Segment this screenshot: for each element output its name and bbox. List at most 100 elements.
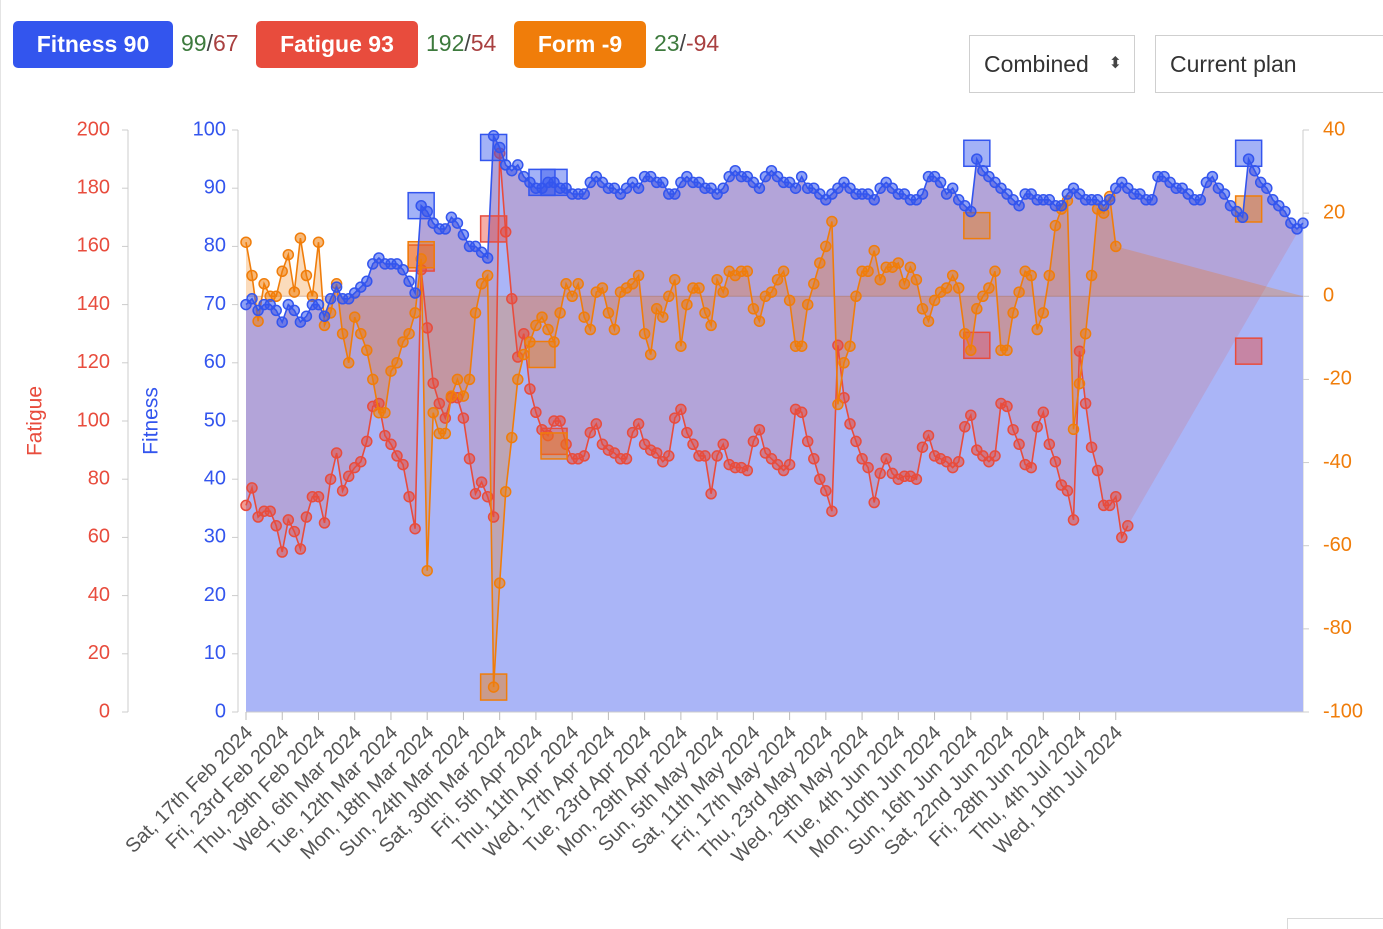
fatigue-point (391, 450, 403, 462)
fitness-point (916, 188, 929, 200)
fatigue-point (1061, 485, 1074, 497)
fitness-point (300, 310, 313, 322)
form-point (657, 311, 669, 323)
fatigue-point (554, 415, 566, 427)
fatigue-point (747, 435, 760, 448)
form-point (336, 327, 349, 340)
form-point (530, 319, 542, 332)
form-point (427, 406, 439, 419)
fatigue-badge: Fatigue 93 (256, 21, 418, 68)
fatigue-range: 192/54 (426, 30, 497, 56)
fatigue-point (650, 447, 663, 459)
fatigue-point (342, 470, 355, 483)
fatigue-point (820, 485, 832, 497)
form-tick-label: -20 (1323, 368, 1352, 390)
fitness-point (312, 298, 325, 311)
form-point (481, 269, 494, 282)
fitness-point (795, 170, 808, 183)
fatigue-point (741, 464, 754, 477)
fitness-point (451, 217, 464, 229)
form-point (385, 365, 397, 377)
fatigue-point (880, 453, 892, 465)
chevron-updown-icon: ⬍ (1108, 55, 1122, 72)
form-point (711, 273, 723, 286)
fitness-point (421, 205, 433, 218)
fitness-point (439, 223, 452, 235)
fatigue-point (584, 426, 597, 439)
form-point (850, 290, 862, 303)
fatigue-point (1067, 514, 1080, 526)
fatigue-point (844, 418, 856, 430)
fitness-point (288, 304, 301, 317)
form-point (922, 315, 935, 327)
fitness-range: 99/67 (181, 30, 239, 56)
form-point (663, 290, 675, 303)
fatigue-point (826, 505, 838, 517)
fatigue-area (246, 135, 1303, 553)
fitness-point (1206, 170, 1219, 183)
fitness-point (965, 205, 977, 218)
fitness-point (1279, 205, 1291, 218)
fitness-point (1261, 182, 1273, 194)
form-highlight-marker (540, 432, 568, 460)
form-point (342, 357, 355, 369)
form-point (584, 323, 597, 336)
fatigue-point (1031, 421, 1043, 433)
form-point (808, 278, 820, 290)
fatigue-point (687, 438, 699, 451)
form-tick-label: -100 (1323, 700, 1363, 722)
form-point (518, 348, 530, 361)
fatigue-point (850, 435, 862, 448)
form-highlight-marker (963, 211, 991, 240)
fitness-point (276, 316, 288, 328)
fitness-tick-label: 20 (204, 584, 226, 606)
form-point (783, 294, 796, 307)
form-point (928, 294, 941, 307)
fatigue-point (856, 453, 868, 465)
fitness-tick-label: 0 (215, 700, 226, 722)
fatigue-point (469, 488, 482, 500)
fatigue-point (753, 423, 766, 436)
form-point (397, 336, 409, 348)
fatigue-point (868, 496, 880, 509)
form-point (717, 286, 729, 298)
fatigue-point (518, 327, 530, 340)
fatigue-point (463, 453, 476, 465)
fatigue-point (1091, 464, 1104, 477)
form-point (1037, 307, 1050, 319)
form-point (361, 344, 373, 357)
fatigue-point (1116, 531, 1128, 544)
form-point (572, 278, 584, 290)
plan-select[interactable]: Current plan (1155, 35, 1383, 93)
form-point (952, 282, 965, 294)
mode-select[interactable]: Combined ⬍ (969, 35, 1135, 93)
fatigue-max: 192 (426, 30, 465, 56)
form-point (288, 286, 301, 298)
form-point (1110, 240, 1122, 253)
fatigue-point (385, 438, 397, 451)
fitness-point (1013, 199, 1025, 212)
form-point (741, 265, 754, 278)
form-tick-label: 0 (1323, 285, 1334, 307)
form-point (312, 236, 325, 248)
fatigue-point (1079, 397, 1092, 410)
fatigue-tick-label: 120 (77, 351, 110, 373)
fitness-point (361, 275, 373, 288)
form-point (602, 307, 615, 319)
form-point (1079, 327, 1092, 340)
form-point (379, 406, 391, 419)
form-tick-label: 40 (1323, 118, 1345, 140)
form-point (626, 278, 639, 290)
fitness-point (578, 188, 590, 200)
fatigue-tick-label: 140 (77, 293, 110, 315)
form-point (548, 336, 560, 348)
fitness-point (717, 182, 729, 194)
fatigue-point (282, 514, 295, 526)
form-point (463, 373, 476, 386)
form-point (1073, 377, 1086, 390)
fatigue-point (832, 339, 844, 352)
form-point (765, 286, 778, 298)
form-point (675, 340, 687, 352)
fatigue-point (1085, 441, 1098, 453)
form-point (1067, 423, 1080, 436)
